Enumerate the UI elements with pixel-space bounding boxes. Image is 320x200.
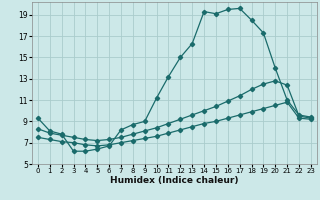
X-axis label: Humidex (Indice chaleur): Humidex (Indice chaleur) [110, 176, 239, 185]
